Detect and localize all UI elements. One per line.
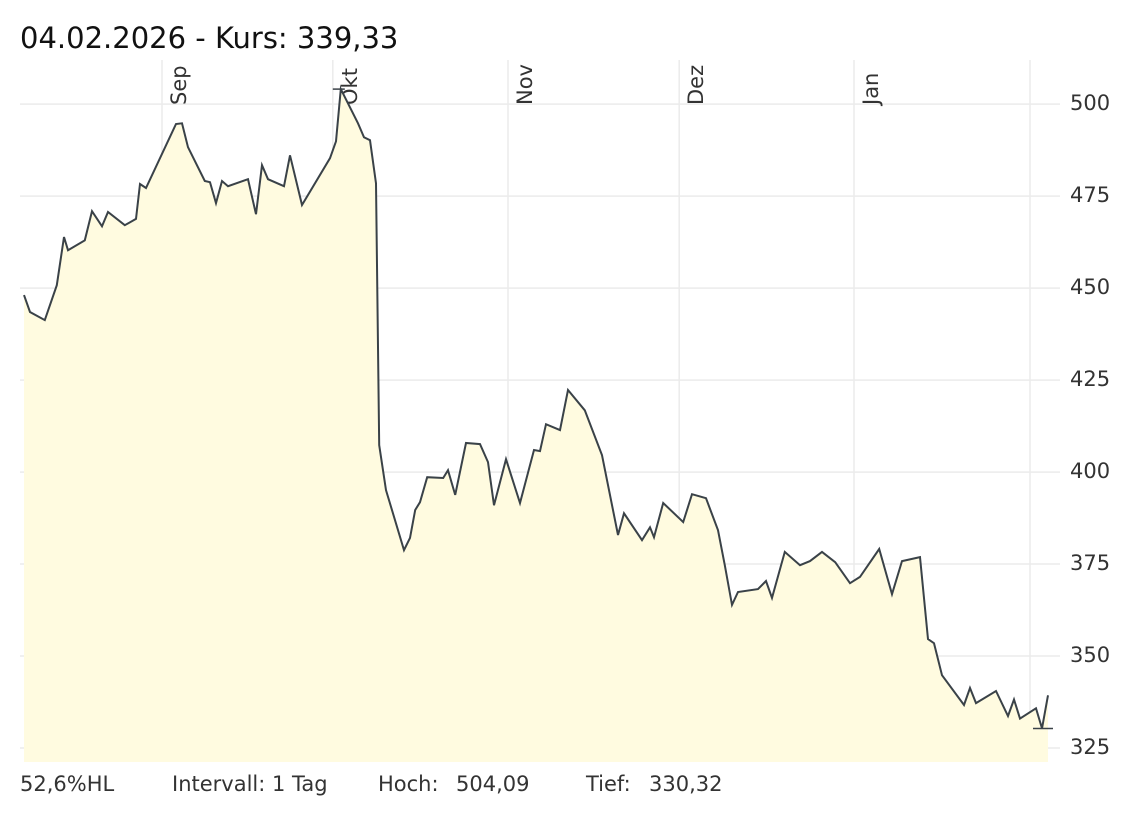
footer-low-value: 330,32 (649, 772, 722, 796)
y-tick-label: 325 (1070, 735, 1110, 759)
chart-title: 04.02.2026 - Kurs: 339,33 (20, 21, 398, 55)
footer-low-label: Tief: (585, 772, 631, 796)
footer-interval: Intervall: 1 Tag (172, 772, 328, 796)
y-tick-label: 425 (1070, 367, 1110, 391)
x-tick-label: Dez (684, 65, 708, 105)
y-tick-label: 450 (1070, 275, 1110, 299)
area-fill (24, 89, 1048, 763)
price-line (23, 85, 1049, 729)
y-tick-label: 500 (1070, 91, 1110, 115)
y-tick-label: 475 (1070, 183, 1110, 207)
x-tick-label: Nov (513, 64, 537, 105)
y-tick-label: 400 (1070, 459, 1110, 483)
x-tick-label: Sep (167, 65, 191, 105)
footer-range: 52,6%HL (20, 772, 115, 796)
x-tick-label: Jan (859, 73, 883, 107)
footer-high-value: 504,09 (456, 772, 529, 796)
footer-high-label: Hoch: (378, 772, 439, 796)
y-tick-label: 375 (1070, 551, 1110, 575)
y-tick-label: 350 (1070, 643, 1110, 667)
